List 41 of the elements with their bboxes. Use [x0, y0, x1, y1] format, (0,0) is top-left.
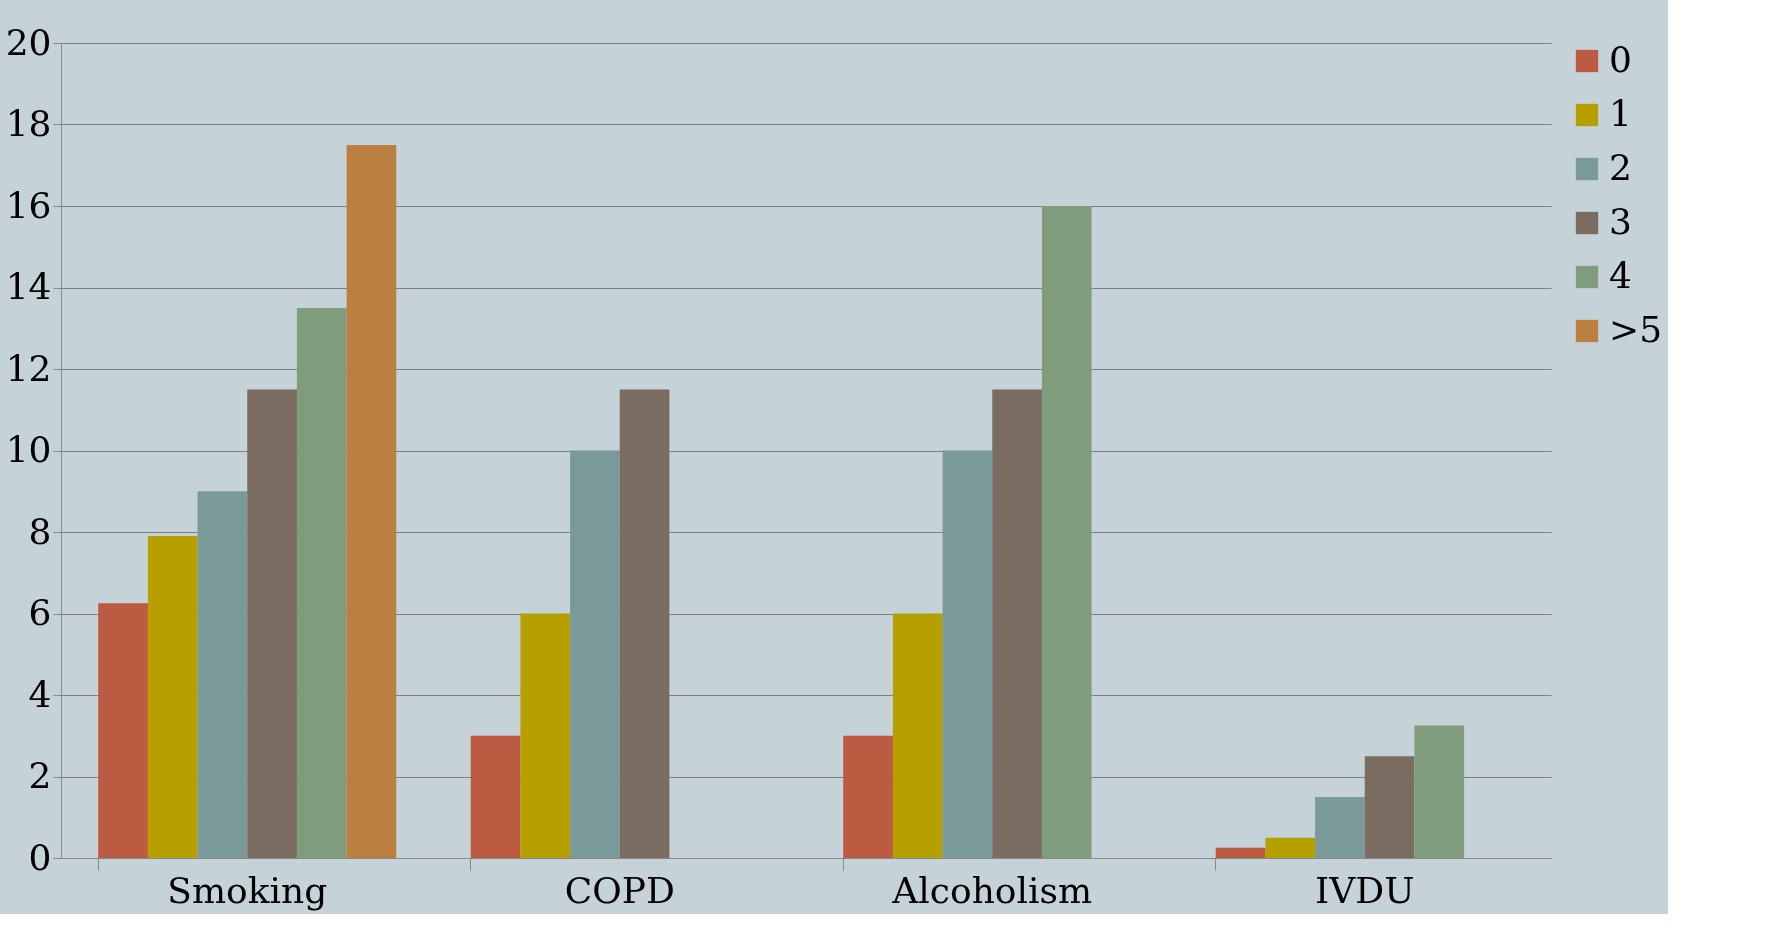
legend-label: 4 [1609, 255, 1632, 296]
legend-label: 3 [1609, 201, 1632, 242]
bar [1364, 756, 1415, 858]
y-tick-label: 4 [28, 673, 52, 715]
legend-label: >5 [1609, 309, 1663, 350]
legend-label: 2 [1609, 147, 1632, 188]
x-tick-label: Smoking [167, 869, 328, 911]
bar [942, 450, 993, 858]
bar [520, 613, 571, 858]
bar [619, 389, 670, 858]
bar [843, 735, 893, 858]
y-tick-label: 2 [28, 755, 52, 796]
y-tick-label: 14 [5, 266, 52, 307]
x-tick-label: Alcoholism [891, 869, 1093, 911]
y-tick-label: 18 [5, 103, 52, 144]
x-tick-label: IVDU [1315, 869, 1415, 911]
legend-label: 0 [1609, 39, 1632, 80]
bar [470, 735, 521, 858]
bar [1315, 796, 1365, 858]
y-tick-label: 12 [5, 347, 52, 389]
bar [1265, 837, 1316, 858]
bar [346, 144, 397, 858]
y-tick-label: 16 [5, 184, 52, 226]
bar [892, 613, 943, 858]
x-tick-label: COPD [564, 869, 675, 911]
y-tick-label: 10 [5, 429, 52, 470]
bar [1041, 206, 1092, 858]
legend-label: 1 [1609, 93, 1632, 134]
bar [147, 536, 198, 858]
bar [98, 603, 148, 858]
bar [570, 450, 620, 858]
y-tick-label: 6 [28, 592, 52, 633]
bar [1414, 725, 1465, 858]
bar [992, 389, 1042, 858]
bar [197, 491, 248, 858]
bar [296, 307, 347, 858]
y-tick-label: 0 [28, 836, 52, 878]
y-tick-label: 20 [5, 21, 52, 63]
bar [247, 389, 297, 858]
bar [1215, 847, 1266, 858]
y-tick-label: 8 [28, 510, 52, 552]
